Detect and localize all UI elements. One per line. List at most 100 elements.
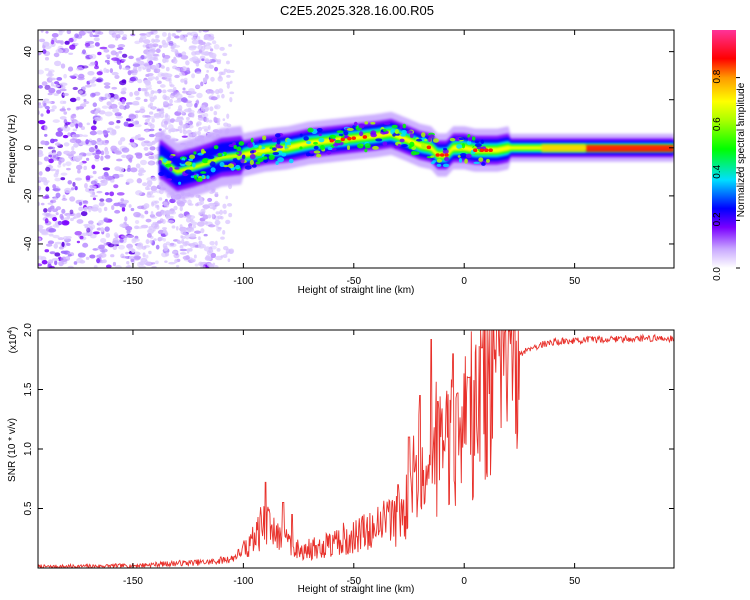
ridge-peak-dot — [439, 153, 445, 157]
noise-blob — [104, 111, 113, 117]
ridge-layer — [159, 126, 674, 176]
noise-blob — [103, 48, 110, 53]
noise-blob — [142, 88, 147, 91]
x-tick-label: -100 — [233, 576, 253, 587]
ridge-speckle — [416, 138, 423, 142]
noise-blob — [101, 140, 109, 146]
noise-blob — [153, 95, 157, 100]
noise-blob — [105, 242, 112, 246]
noise-blob — [145, 254, 149, 259]
noise-blob — [67, 251, 71, 255]
noise-blob — [191, 51, 197, 56]
noise-blob — [190, 221, 198, 226]
noise-blob — [96, 190, 103, 194]
colorbar-gradient — [712, 30, 736, 268]
noise-blob — [38, 38, 46, 43]
noise-blob — [215, 223, 219, 228]
noise-blob — [180, 54, 189, 60]
noise-blob — [179, 206, 183, 212]
noise-blob — [96, 130, 103, 135]
noise-blob — [62, 92, 69, 97]
ridge-speckle — [315, 153, 322, 158]
ridge-speckle — [370, 133, 377, 138]
noise-blob — [44, 133, 48, 137]
noise-blob — [138, 66, 142, 72]
noise-blob — [149, 128, 155, 132]
noise-blob — [211, 40, 217, 45]
noise-blob — [146, 191, 151, 195]
noise-blob — [99, 182, 107, 186]
noise-blob — [61, 241, 65, 248]
noise-blob — [58, 31, 63, 36]
noise-blob — [38, 201, 41, 207]
ridge-speckle — [400, 133, 406, 137]
noise-blob — [150, 211, 154, 216]
ridge-speckle — [195, 177, 203, 182]
noise-blob — [151, 118, 155, 123]
noise-blob — [160, 65, 165, 69]
noise-blob — [75, 138, 82, 144]
noise-blob — [162, 94, 167, 100]
noise-blob — [146, 67, 151, 72]
noise-blob — [96, 137, 102, 142]
noise-blob — [184, 240, 190, 246]
y-tick-label: 40 — [23, 46, 34, 58]
noise-blob — [197, 243, 205, 249]
noise-blob — [139, 108, 146, 114]
noise-blob — [136, 244, 144, 250]
noise-blob — [200, 105, 206, 110]
noise-blob — [58, 246, 64, 250]
noise-blob — [55, 40, 63, 44]
noise-blob — [74, 134, 80, 138]
noise-blob — [204, 34, 209, 40]
noise-blob — [60, 85, 66, 90]
ridge-speckle — [409, 141, 415, 147]
noise-blob — [135, 153, 143, 159]
noise-blob — [209, 90, 216, 94]
ridge-speckle — [465, 153, 472, 159]
noise-blob — [207, 124, 211, 131]
noise-blob — [55, 131, 64, 137]
noise-blob — [176, 30, 181, 33]
noise-blob — [64, 187, 72, 194]
ridge-speckle — [286, 144, 291, 148]
noise-blob — [180, 235, 184, 239]
noise-blob — [38, 69, 45, 75]
noise-blob — [118, 50, 123, 54]
noise-blob — [140, 214, 145, 219]
ridge-speckle — [430, 155, 435, 158]
noise-blob — [174, 93, 183, 99]
noise-blob — [196, 58, 201, 62]
noise-blob — [152, 53, 160, 57]
ridge-speckle — [258, 139, 263, 143]
noise-blob — [45, 166, 51, 172]
noise-blob — [227, 258, 231, 263]
noise-blob — [139, 33, 147, 36]
noise-blob — [58, 160, 62, 165]
noise-blob — [133, 255, 142, 260]
noise-blob — [142, 114, 148, 118]
ridge-core — [541, 144, 586, 153]
noise-blob — [44, 56, 50, 61]
noise-blob — [187, 107, 192, 112]
noise-blob — [62, 126, 71, 132]
noise-blob — [134, 225, 140, 230]
noise-blob — [202, 78, 206, 84]
noise-blob — [158, 197, 163, 201]
noise-blob — [90, 92, 96, 98]
ridge-speckle — [402, 123, 407, 129]
ridge-speckle — [174, 167, 180, 170]
noise-blob — [151, 189, 157, 193]
noise-blob — [180, 66, 188, 72]
noise-blob — [181, 135, 188, 138]
noise-blob — [110, 148, 118, 152]
noise-blob — [111, 205, 115, 211]
noise-blob — [194, 230, 202, 234]
noise-blob — [93, 37, 100, 42]
noise-blob — [137, 261, 141, 268]
noise-blob — [143, 79, 151, 84]
noise-blob — [144, 260, 149, 266]
ridge-speckle — [232, 158, 239, 162]
noise-blob — [156, 204, 160, 208]
noise-blob — [213, 110, 218, 116]
